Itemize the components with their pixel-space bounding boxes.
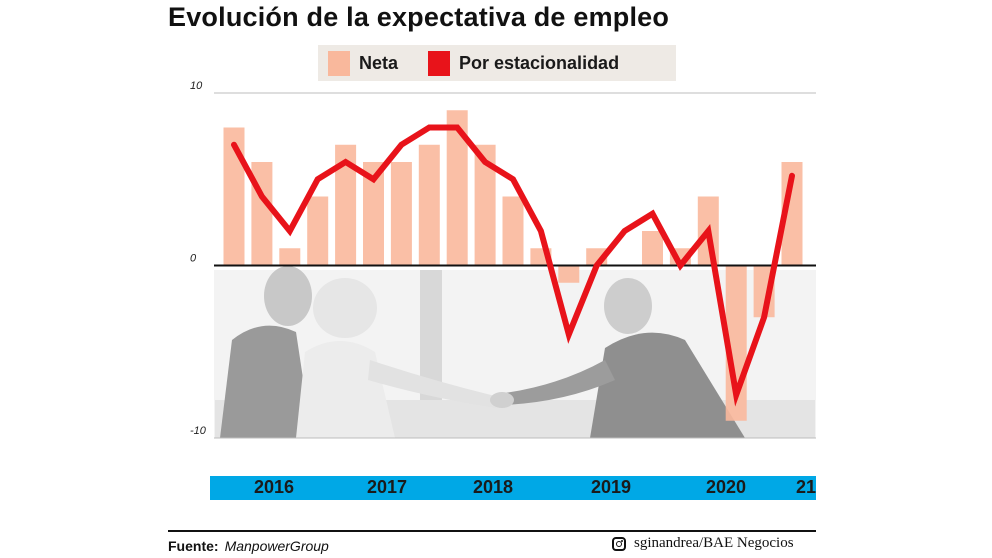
y-tick-label: -10 [190,425,207,437]
bar-neta [446,110,468,266]
x-tick-label: 2016 [253,477,295,497]
photo-man-right-arm [505,360,615,405]
line-estacionalidad [231,124,795,407]
series-line-estacionalidad [231,124,795,407]
legend-swatch-neta [328,50,350,76]
bar-neta [363,162,384,266]
x-tick-label: 2018 [472,477,514,497]
photo-woman-arm [368,360,496,408]
bar-neta [642,231,663,266]
legend-label-estacionalidad: Por estacionalidad [459,52,620,73]
bar-neta [502,196,524,266]
source-note: Fuente: ManpowerGroup [168,538,329,554]
y-tick-label: 0 [190,253,197,265]
photo-woman-hair [313,278,377,338]
x-tick-label: 2017 [366,477,408,497]
x-axis-year-bar: 2016 2017 2018 2019 2020 21 [210,476,816,500]
bar-neta [307,196,329,266]
source-label: Fuente: [168,538,219,554]
bar-neta [223,127,245,266]
bar-neta [474,144,496,266]
x-tick-label: 2019 [590,477,632,497]
photo-man-right-body [590,332,745,438]
x-tick-label: 2020 [705,477,747,497]
legend-swatch-estacionalidad [428,50,451,76]
bar-neta [390,162,412,266]
photo-person-left-head [264,266,312,326]
y-axis-ticks: 10 0 -10 [190,80,207,437]
footer-divider [168,530,816,532]
credit: sginandrea/BAE Negocios [612,535,794,552]
x-tick-label: 21 [795,477,816,497]
bar-neta [558,265,580,283]
legend-item-neta: Neta [328,50,399,76]
background-photo [214,266,816,438]
legend-label-neta: Neta [359,52,399,73]
photo-handshake [490,392,514,408]
grid [214,92,816,439]
legend: Neta Por estacionalidad [318,45,676,81]
source-value: ManpowerGroup [224,538,329,554]
chart-title: Evolución de la expectativa de empleo [168,2,670,32]
y-tick-label: 10 [190,80,203,92]
credit-text: sginandrea/BAE Negocios [634,535,794,551]
legend-item-estacionalidad: Por estacionalidad [428,50,620,76]
bar-neta [335,144,357,266]
bar-neta [418,144,440,266]
bar-neta [279,248,301,266]
photo-person-left-body [220,325,312,438]
photo-man-right-head [604,278,652,334]
instagram-icon [612,536,626,551]
